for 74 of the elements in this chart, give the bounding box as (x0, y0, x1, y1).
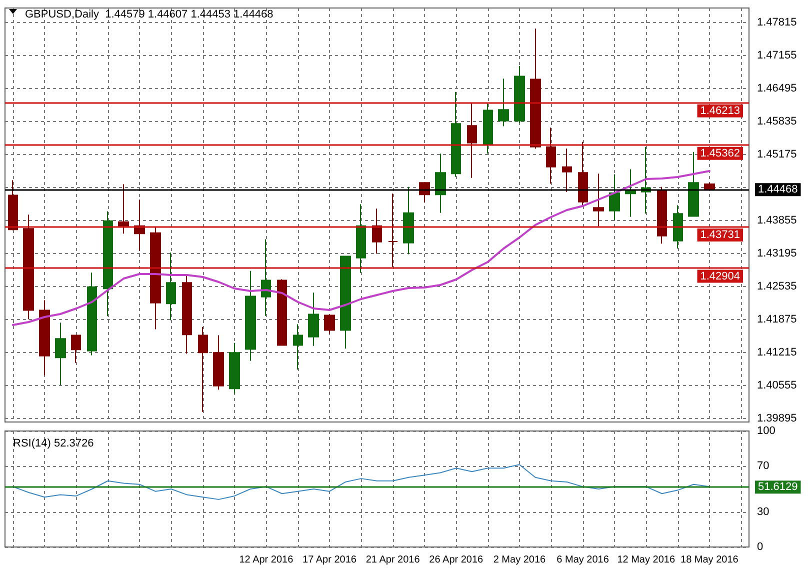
y-tick-label: 1.46495 (757, 82, 797, 94)
candlestick (688, 151, 699, 217)
candlestick (657, 186, 667, 244)
candlestick (673, 204, 683, 250)
candlestick (150, 226, 161, 330)
y-tick-label: 1.45835 (757, 115, 797, 128)
y-tick-label: 100 (757, 425, 776, 437)
y-tick-label: 1.40555 (757, 379, 797, 392)
y-tick-label: 1.43855 (757, 214, 797, 226)
candlestick (467, 102, 477, 178)
candlestick (514, 65, 525, 124)
candlestick (23, 214, 34, 320)
text: RSI(14) 52.3726 (13, 438, 94, 450)
candlestick (530, 28, 541, 150)
y-tick-label: 0 (757, 541, 764, 553)
candlestick (578, 141, 588, 208)
ref-line-label: 1.43731 (700, 228, 740, 241)
candlestick (483, 103, 493, 154)
candlestick (372, 208, 382, 254)
candlestick (451, 91, 461, 178)
x-tick-label: 2 May 2016 (493, 554, 546, 566)
candlestick (182, 274, 192, 354)
chart-title: GBPUSD,Daily 1.44579 1.44607 1.44453 1.44468 (25, 8, 274, 20)
candlestick (340, 256, 351, 350)
y-tick-label: 1.42535 (757, 280, 797, 292)
candlestick (324, 314, 335, 334)
candlestick (87, 272, 97, 356)
y-tick-label: 1.47155 (757, 49, 797, 62)
candlestick (498, 78, 509, 127)
y-tick-label: 1.47815 (757, 16, 797, 28)
x-tick-label: 17 Apr 2016 (302, 554, 357, 566)
y-tick-label: 70 (757, 460, 770, 472)
x-tick-label: 26 Apr 2016 (429, 554, 484, 566)
candlestick (103, 210, 113, 317)
candlestick (562, 148, 572, 192)
candlestick (293, 324, 303, 370)
candlestick (8, 180, 18, 231)
ref-line-label: 51.6129 (758, 481, 798, 494)
x-tick-label: 12 May 2016 (617, 554, 676, 566)
y-tick-label: 1.41875 (757, 313, 797, 326)
candlestick (593, 173, 604, 227)
candlestick (261, 238, 271, 316)
y-tick-label: 1.39895 (757, 412, 797, 424)
y-tick-label: 1.45175 (757, 148, 797, 160)
candlestick (55, 322, 66, 386)
candlestick (609, 174, 620, 221)
candlestick (388, 193, 398, 268)
candlestick (546, 127, 556, 184)
candlestick (71, 334, 81, 364)
candlestick (704, 182, 715, 191)
x-tick-label: 21 Apr 2016 (366, 554, 420, 566)
candlestick (198, 326, 208, 412)
x-tick-label: 18 May 2016 (680, 554, 739, 566)
candlestick (245, 270, 256, 362)
y-tick-label: 1.43195 (757, 247, 797, 260)
y-tick-label: 1.41215 (757, 346, 797, 358)
y-tick-label: 30 (757, 506, 770, 518)
candlestick (308, 292, 319, 346)
candlestick (166, 252, 176, 321)
candlestick (403, 186, 414, 255)
candlestick (435, 153, 446, 214)
x-tick-label: 12 Apr 2016 (239, 554, 294, 566)
ref-line-label: 1.46213 (700, 104, 740, 117)
candlestick (356, 204, 366, 274)
candlestick (39, 300, 50, 376)
candlestick (229, 342, 240, 394)
candlestick (118, 184, 129, 234)
ref-line-label: 1.45362 (700, 147, 740, 160)
candlestick (213, 334, 224, 390)
line-series (12, 464, 710, 500)
ref-line-label: 1.42904 (700, 270, 740, 282)
ref-line-label: 1.44468 (758, 184, 798, 196)
x-tick-label: 6 May 2016 (556, 554, 610, 566)
candlestick (277, 278, 287, 346)
